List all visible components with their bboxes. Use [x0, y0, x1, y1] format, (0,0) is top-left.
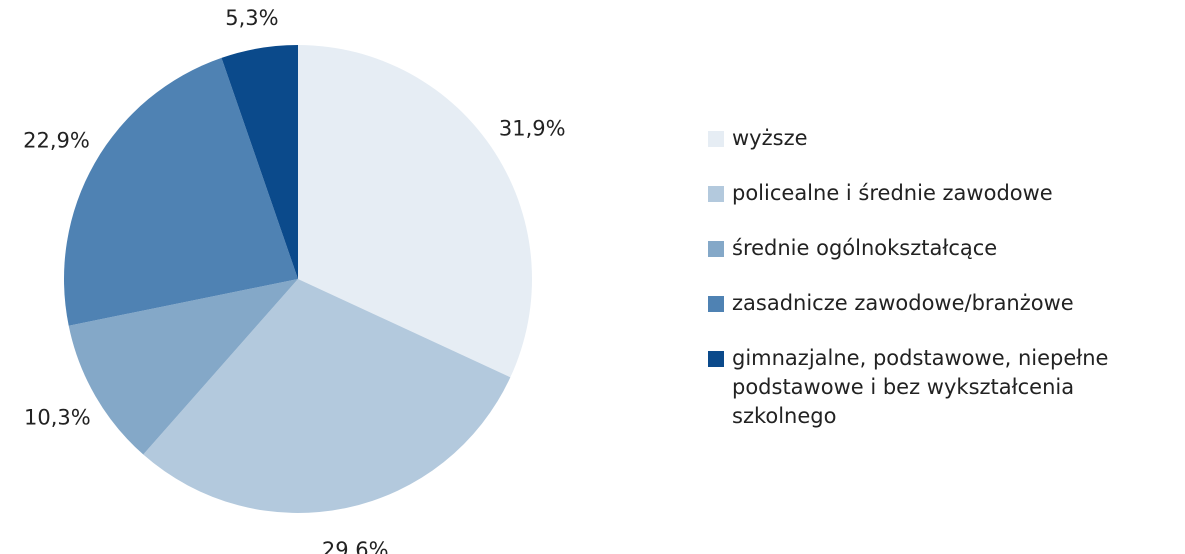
legend-swatch [708, 241, 724, 257]
legend: wyższe policealne i średnie zawodowe średn… [708, 124, 1178, 457]
data-label: 22,9% [23, 128, 90, 152]
data-label: 10,3% [24, 405, 91, 429]
legend-swatch [708, 186, 724, 202]
data-label: 5,3% [225, 6, 278, 30]
legend-label: średnie ogólnokształcące [732, 236, 998, 260]
legend-item: wyższe [708, 124, 1178, 153]
legend-item: średnie ogólnokształcące [708, 234, 1178, 263]
legend-item: policealne i średnie zawodowe [708, 179, 1178, 208]
legend-label: wyższe [732, 126, 808, 150]
pie-slice [298, 45, 532, 378]
data-label: 31,9% [499, 116, 566, 140]
legend-item: zasadnicze zawodowe/branżowe [708, 289, 1178, 318]
legend-item: gimnazjalne, podstawowe, niepełne podsta… [708, 344, 1178, 431]
legend-swatch [708, 131, 724, 147]
pie-slice [221, 45, 298, 279]
pie-slice [63, 57, 299, 326]
pie-slice [143, 279, 511, 514]
legend-swatch [708, 351, 724, 367]
legend-label: gimnazjalne, podstawowe, niepełne podsta… [732, 346, 1109, 428]
pie-slice [68, 279, 298, 455]
legend-label: policealne i średnie zawodowe [732, 181, 1053, 205]
data-label: 29,6% [322, 538, 389, 554]
legend-swatch [708, 296, 724, 312]
legend-label: zasadnicze zawodowe/branżowe [732, 291, 1074, 315]
pie-area: 31,9% 29,6% 10,3% 22,9% 5,3% [23, 6, 566, 554]
